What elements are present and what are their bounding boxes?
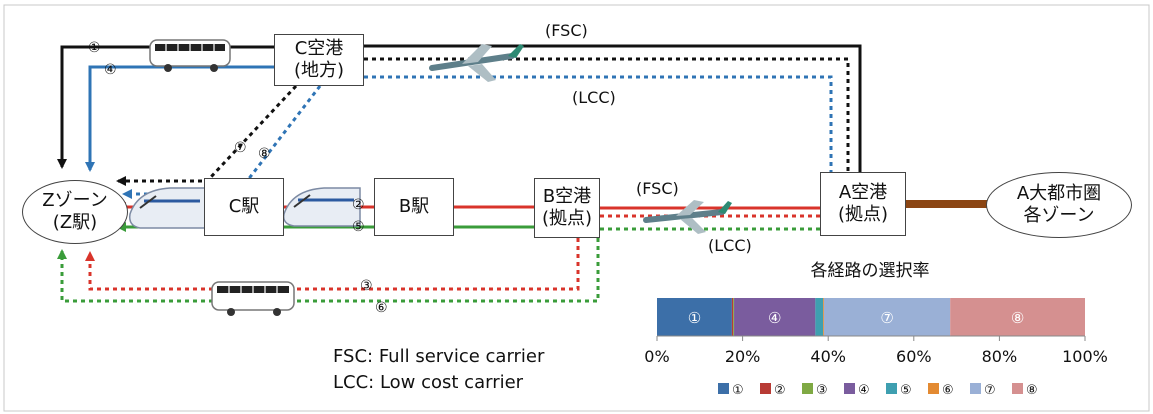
route-6-number: ⑥ bbox=[375, 300, 388, 316]
legend-swatch-4 bbox=[844, 383, 855, 394]
route-7-diagonal bbox=[208, 84, 298, 180]
lcc-label-middle: (LCC) bbox=[708, 236, 752, 255]
a-airport-title: A空港 bbox=[838, 182, 888, 203]
fsc-solid-line-c-to-a bbox=[364, 44, 862, 172]
route-1-number: ① bbox=[88, 40, 101, 56]
bar-segment-7 bbox=[823, 298, 951, 336]
route-3-bus-line bbox=[85, 238, 580, 291]
bar-segment-1 bbox=[657, 298, 732, 336]
fsc-note: FSC: Full service carrier bbox=[333, 346, 545, 367]
z-zone-title: Zゾーン bbox=[42, 190, 108, 211]
bar-segment-5 bbox=[815, 298, 824, 336]
bus-icon-bottom bbox=[211, 281, 295, 316]
figure-frame bbox=[3, 4, 1150, 412]
x-tick-label-1: 20% bbox=[725, 347, 761, 366]
fsc-label-middle: (FSC) bbox=[636, 179, 679, 198]
legend-swatch-1 bbox=[718, 383, 729, 394]
x-tick-label-4: 80% bbox=[982, 347, 1018, 366]
route-2-number: ② bbox=[352, 197, 365, 213]
legend-label-3: ③ bbox=[816, 383, 828, 398]
route-3-number: ③ bbox=[360, 278, 373, 294]
legend-swatch-5 bbox=[886, 383, 897, 394]
legend-label-7: ⑦ bbox=[984, 383, 996, 398]
airplane-icon-top bbox=[429, 44, 524, 82]
airplane-icon-middle bbox=[643, 200, 732, 234]
route-4-number: ④ bbox=[104, 62, 117, 78]
legend-swatch-8 bbox=[1012, 383, 1023, 394]
legend-label-2: ② bbox=[774, 383, 786, 398]
bar-segment-label-4: ④ bbox=[768, 309, 781, 327]
legend-label-6: ⑥ bbox=[942, 383, 954, 398]
bar-segment-label-8: ⑧ bbox=[1011, 309, 1024, 327]
lcc-note: LCC: Low cost carrier bbox=[333, 372, 524, 393]
route-choice-chart: 各経路の選択率 ① ④ ⑦ ⑧ 0% 20% 40% 60% 80% 100% ① ② ③ ④ ⑤ ⑥ ⑦ ⑧ bbox=[644, 261, 1108, 398]
a-metro-node: A大都市圏 各ゾーン bbox=[986, 172, 1132, 238]
fsc-dotted-line-c-to-a bbox=[364, 57, 850, 172]
route-8-diagonal bbox=[242, 85, 322, 186]
legend-label-8: ⑧ bbox=[1026, 383, 1038, 398]
route-7-number: ⑦ bbox=[234, 140, 247, 156]
c-airport-title: C空港 bbox=[294, 38, 344, 59]
fsc-label-top: (FSC) bbox=[545, 21, 588, 40]
bar-segment-label-1: ① bbox=[688, 309, 701, 327]
c-airport-node: C空港 (地方) bbox=[274, 34, 364, 86]
bar-segment-2 bbox=[731, 298, 734, 336]
chart-title: 各経路の選択率 bbox=[811, 261, 930, 281]
route-8-number: ⑧ bbox=[258, 146, 271, 162]
bar-segment-8 bbox=[950, 298, 1085, 336]
x-tick-label-5: 100% bbox=[1062, 347, 1108, 366]
train-icon-right bbox=[282, 187, 361, 227]
b-airport-node: B空港 (拠点) bbox=[534, 178, 600, 238]
bar-segment-label-7: ⑦ bbox=[880, 309, 893, 327]
legend-label-4: ④ bbox=[858, 383, 870, 398]
x-tick-label-3: 60% bbox=[896, 347, 932, 366]
legend-swatch-7 bbox=[970, 383, 981, 394]
route-4-bus-line bbox=[85, 65, 275, 172]
bus-icon-top bbox=[149, 39, 231, 72]
b-station-label: B駅 bbox=[398, 196, 430, 217]
bar-segment-4 bbox=[734, 298, 816, 336]
b-airport-type: (拠点) bbox=[541, 208, 593, 229]
route-6-bus-line bbox=[57, 238, 600, 303]
lcc-label-top: (LCC) bbox=[572, 88, 616, 107]
legend-swatch-2 bbox=[760, 383, 771, 394]
route-5-number: ⑤ bbox=[352, 219, 365, 235]
z-zone-station: (Z駅) bbox=[52, 212, 98, 233]
lcc-dotted-line-c-to-a bbox=[364, 75, 833, 172]
b-station-node: B駅 bbox=[374, 178, 454, 236]
a-metro-zones: 各ゾーン bbox=[1023, 205, 1095, 226]
a-metro-title: A大都市圏 bbox=[1016, 183, 1102, 204]
x-tick-label-2: 40% bbox=[810, 347, 846, 366]
c-station-label: C駅 bbox=[228, 196, 260, 217]
legend-label-1: ① bbox=[732, 383, 744, 398]
x-tick-label-0: 0% bbox=[644, 347, 669, 366]
a-airport-node: A空港 (拠点) bbox=[820, 172, 906, 236]
bar-segment-3 bbox=[733, 298, 735, 336]
legend-swatch-6 bbox=[928, 383, 939, 394]
legend-label-5: ⑤ bbox=[900, 383, 912, 398]
a-airport-type: (拠点) bbox=[837, 204, 889, 225]
c-airport-type: (地方) bbox=[293, 60, 345, 81]
z-zone-node: Zゾーン (Z駅) bbox=[22, 180, 128, 244]
train-icon-left bbox=[128, 187, 207, 229]
c-station-node: C駅 bbox=[204, 178, 284, 236]
bar-segment-6 bbox=[823, 298, 824, 336]
legend-swatch-3 bbox=[802, 383, 813, 394]
b-airport-title: B空港 bbox=[542, 186, 592, 207]
